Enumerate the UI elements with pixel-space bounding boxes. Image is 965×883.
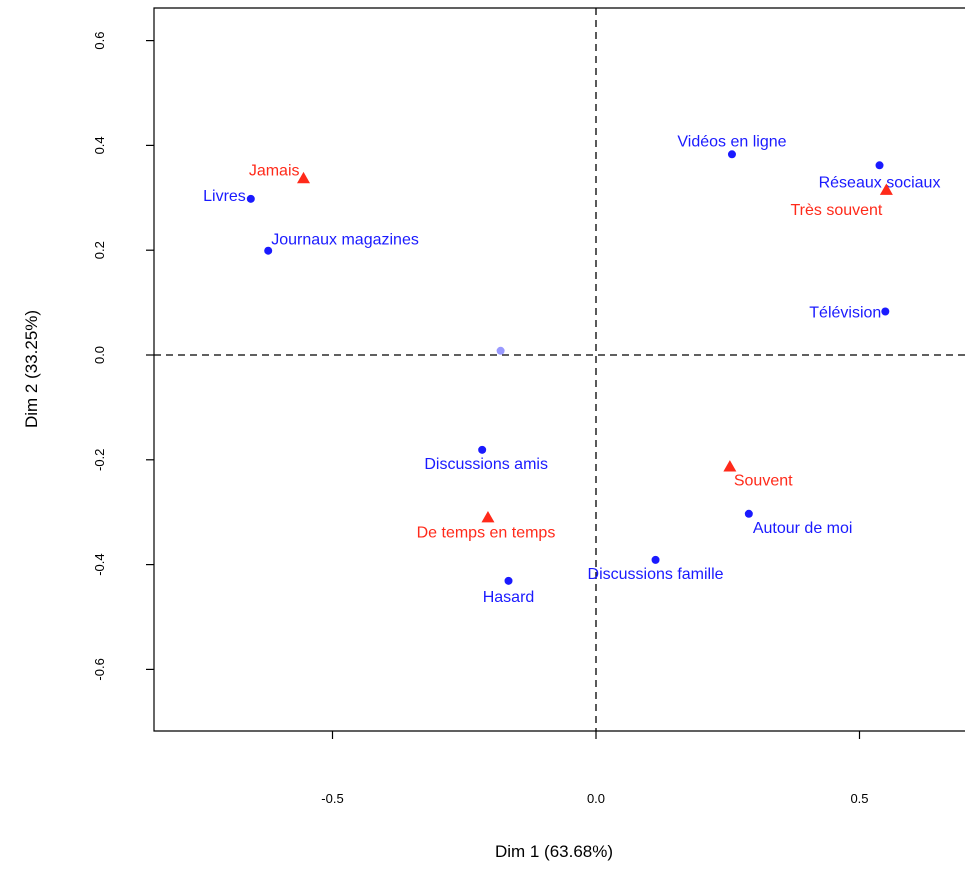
points-layer: Livres Journaux magazines Vidéos en ligne R…	[203, 133, 940, 606]
point-label: Discussions famille	[588, 566, 724, 583]
triangle-point	[297, 171, 311, 184]
point-label: Journaux magazines	[271, 232, 419, 249]
x-axis-title: Dim 1 (63.68%)	[495, 842, 613, 861]
x-axis: -0.5 0.0 0.5	[321, 731, 869, 806]
circle-point	[727, 150, 736, 159]
y-tick-label: -0.4	[92, 553, 107, 575]
point-label: Télévision	[809, 305, 881, 322]
point-label: Autour de moi	[753, 520, 853, 537]
point-label: Vidéos en ligne	[677, 133, 786, 150]
triangle-point	[723, 460, 737, 472]
y-tick-label: 0.0	[92, 346, 107, 364]
x-tick-label: 0.0	[587, 791, 605, 806]
point-label: Très souvent	[790, 202, 882, 219]
point-label: Jamais	[249, 162, 300, 179]
triangle-point	[879, 183, 893, 195]
circle-point	[264, 246, 273, 255]
y-axis: -0.6 -0.4 -0.2 0.0 0.2 0.4 0.6	[92, 32, 154, 681]
x-tick-label: 0.5	[850, 791, 868, 806]
y-tick-label: -0.2	[92, 449, 107, 471]
circle-point	[478, 445, 487, 454]
circle-point	[881, 307, 890, 316]
x-tick-label: -0.5	[321, 791, 343, 806]
circle-point	[744, 509, 753, 518]
point-label: De temps en temps	[417, 524, 556, 541]
point-label: Réseaux sociaux	[819, 174, 941, 191]
plot-frame	[153, 7, 965, 732]
y-tick-label: 0.2	[92, 241, 107, 259]
point-label: Souvent	[734, 473, 793, 490]
point-label: Discussions amis	[424, 456, 548, 473]
circle-point	[504, 576, 513, 585]
circle-point	[875, 161, 884, 170]
y-tick-label: 0.6	[92, 32, 107, 50]
triangle-point	[481, 510, 495, 523]
y-axis-title: Dim 2 (33.25%)	[22, 310, 41, 428]
point-label: Livres	[203, 188, 246, 205]
circle-point	[496, 346, 505, 355]
y-tick-label: 0.4	[92, 136, 107, 154]
point-label: Hasard	[483, 589, 535, 606]
circle-point	[651, 555, 660, 564]
y-tick-label: -0.6	[92, 658, 107, 680]
circle-point	[246, 194, 255, 203]
